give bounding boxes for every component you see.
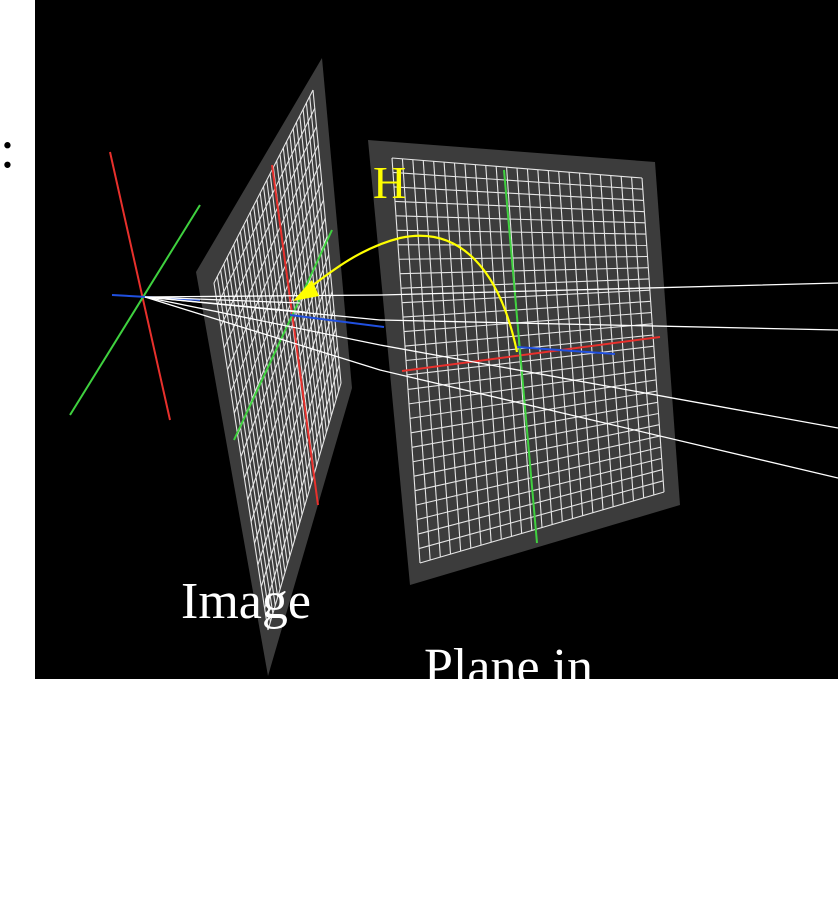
projection-rays xyxy=(144,282,838,479)
grid-line xyxy=(416,457,662,521)
grid-line xyxy=(259,192,303,515)
grid-line xyxy=(236,237,286,573)
grid-line xyxy=(226,257,279,598)
grid-line xyxy=(394,200,645,213)
grid-line xyxy=(229,250,281,589)
ray-4 xyxy=(144,296,838,479)
grid-line xyxy=(401,289,650,304)
image-axis-x xyxy=(271,164,319,506)
camera-axis-x xyxy=(109,151,171,421)
grid-line xyxy=(223,263,276,606)
grid-line xyxy=(282,147,320,458)
grid-line xyxy=(397,244,647,246)
camera-axis-y xyxy=(69,204,201,416)
image-plane xyxy=(196,58,352,676)
grid-line xyxy=(393,186,644,201)
grid-line xyxy=(399,267,649,275)
world-plane-grid xyxy=(391,157,665,564)
grid-line xyxy=(292,128,327,433)
grid-line xyxy=(402,300,651,318)
projection-diagram xyxy=(35,0,838,679)
homography-label: H xyxy=(373,157,407,208)
image-plane-label-line2: plane xyxy=(181,741,294,798)
colon-mark: : xyxy=(0,119,16,179)
grid-line xyxy=(395,215,646,224)
grid-line xyxy=(410,390,658,434)
grid-line xyxy=(391,157,643,179)
ray-3 xyxy=(144,296,838,429)
world-axis-x xyxy=(401,336,661,372)
grid-line xyxy=(407,356,655,390)
grid-line xyxy=(213,282,269,631)
grid-line xyxy=(269,173,310,491)
world-plane-label-line2: 3D world xyxy=(424,807,622,864)
ray-5 xyxy=(144,296,301,304)
grid-line xyxy=(409,379,657,419)
grid-line xyxy=(418,480,664,550)
grid-line xyxy=(266,179,308,499)
grid-line xyxy=(408,368,656,405)
homography-arrow xyxy=(299,234,519,353)
grid-line xyxy=(404,323,653,347)
grid-line xyxy=(309,96,340,392)
image-plane-label-line1: Image xyxy=(181,573,311,630)
grid-line xyxy=(417,469,663,535)
grid-line xyxy=(243,225,291,556)
grid-line xyxy=(398,255,648,260)
world-axis-y xyxy=(503,169,538,544)
grid-line xyxy=(220,270,274,614)
world-plane-label: Plane in 3D world xyxy=(424,528,622,920)
grid-line xyxy=(312,89,342,384)
image-axis-y xyxy=(233,229,333,441)
grid-line xyxy=(406,345,654,376)
grid-line xyxy=(256,199,301,524)
grid-line xyxy=(414,435,661,492)
grid-line xyxy=(239,231,289,565)
grid-line xyxy=(276,160,315,474)
world-plane-label-line1: Plane in xyxy=(424,639,593,696)
world-axis-z xyxy=(516,346,616,355)
ray-1 xyxy=(144,282,838,298)
grid-line xyxy=(411,401,658,448)
grid-line xyxy=(412,412,659,463)
grid-line xyxy=(419,491,665,564)
homography-arrowhead xyxy=(293,280,319,301)
grid-line xyxy=(415,446,661,506)
ray-6 xyxy=(144,296,306,313)
image-axis-z xyxy=(289,314,385,328)
grid-line xyxy=(246,218,293,548)
grid-line xyxy=(253,205,298,532)
grid-line xyxy=(400,278,650,289)
grid-line xyxy=(413,424,660,477)
grid-line xyxy=(262,186,306,507)
grid-line xyxy=(392,171,643,190)
grid-line xyxy=(396,229,646,235)
grid-line xyxy=(249,212,296,540)
grid-line xyxy=(403,312,652,333)
grid-line xyxy=(279,154,318,466)
image-plane-label: Image plane xyxy=(181,462,311,854)
grid-line xyxy=(216,276,271,622)
